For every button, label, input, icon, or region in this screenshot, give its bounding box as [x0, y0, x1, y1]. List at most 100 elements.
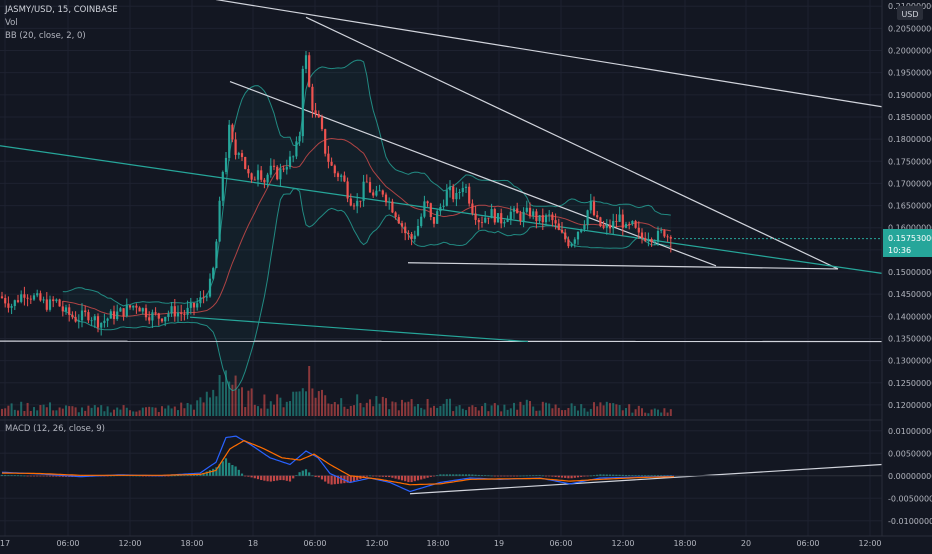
- candle-body: [647, 239, 649, 241]
- macd-histogram-bar: [20, 476, 22, 477]
- candle-body: [199, 297, 201, 303]
- macd-histogram-bar: [238, 470, 240, 476]
- macd-histogram-bar: [481, 475, 483, 476]
- macd-legend-label[interactable]: MACD (12, 26, close, 9): [5, 424, 105, 434]
- candle-body: [68, 307, 70, 314]
- volume-bar: [327, 404, 329, 416]
- volume-bar: [612, 403, 614, 416]
- candle-body: [190, 303, 192, 308]
- volume-bar: [135, 412, 137, 416]
- volume-bar: [244, 407, 246, 416]
- candle-body: [135, 306, 137, 308]
- symbol-title[interactable]: JASMY/USD, 15, COINBASE: [4, 5, 118, 15]
- volume-bar: [580, 404, 582, 416]
- macd-histogram-bar: [366, 476, 368, 477]
- volume-bar: [315, 398, 317, 416]
- volume-bar: [539, 411, 541, 416]
- macd-histogram-bar: [331, 476, 333, 485]
- macd-histogram-bar: [599, 474, 601, 475]
- time-tick-label: 12:00: [365, 539, 388, 548]
- macd-histogram-bar: [276, 476, 278, 481]
- macd-histogram-bar: [212, 469, 214, 476]
- price-tick-label: 0.19000000: [888, 91, 932, 100]
- candle-body: [628, 224, 630, 225]
- price-tick-label: 0.19500000: [888, 69, 932, 78]
- macd-histogram-bar: [302, 471, 304, 476]
- volume-bar: [417, 404, 419, 416]
- price-tick-label: 0.18000000: [888, 135, 932, 144]
- volume-bar: [590, 409, 592, 416]
- volume-bar: [414, 406, 416, 416]
- candle-body: [212, 268, 214, 279]
- candle-body: [622, 215, 624, 228]
- candle-body: [171, 306, 173, 313]
- candle-body: [548, 214, 550, 215]
- candle-body: [75, 317, 77, 321]
- macd-histogram-bar: [372, 476, 374, 477]
- candle-body: [62, 306, 64, 311]
- candle-body: [193, 303, 195, 307]
- volume-bar: [116, 408, 118, 416]
- macd-histogram-bar: [609, 475, 611, 476]
- macd-histogram-bar: [491, 476, 493, 477]
- volume-bar: [203, 402, 205, 416]
- macd-histogram-bar: [471, 475, 473, 476]
- macd-histogram-bar: [449, 474, 451, 475]
- volume-bar: [27, 403, 29, 416]
- bollinger-legend-label[interactable]: BB (20, close, 2, 0): [5, 31, 86, 41]
- price-tick-label: 0.14000000: [888, 312, 932, 321]
- price-tick-label: 0.16500000: [888, 202, 932, 211]
- macd-histogram-bar: [55, 476, 57, 477]
- candle-body: [71, 315, 73, 317]
- volume-bar: [14, 410, 16, 416]
- macd-histogram-bar: [500, 476, 502, 477]
- macd-histogram-bar: [39, 476, 41, 477]
- candle-body: [545, 215, 547, 222]
- volume-bar: [171, 408, 173, 416]
- candle-body: [187, 308, 189, 315]
- candle-body: [487, 218, 489, 219]
- macd-histogram-bar: [446, 474, 448, 475]
- candle-body: [599, 217, 601, 226]
- candle-body: [542, 215, 544, 222]
- macd-histogram-bar: [299, 472, 301, 476]
- macd-histogram-bar: [510, 476, 512, 477]
- candle-body: [452, 186, 454, 199]
- macd-histogram-bar: [529, 476, 531, 477]
- volume-bar: [631, 413, 633, 416]
- macd-histogram-bar: [462, 474, 464, 475]
- candle-body: [660, 230, 662, 231]
- macd-histogram-bar: [350, 476, 352, 482]
- volume-bar: [513, 403, 515, 416]
- candle-body: [638, 228, 640, 233]
- candle-body: [657, 231, 659, 242]
- candle-body: [625, 224, 627, 228]
- candle-body: [670, 237, 672, 239]
- volume-bar: [670, 409, 672, 416]
- candle-body: [433, 217, 435, 224]
- volume-bar: [113, 410, 115, 416]
- volume-bar: [132, 411, 134, 416]
- macd-histogram-bar: [644, 475, 646, 476]
- macd-histogram-bar: [388, 476, 390, 477]
- volume-bar: [340, 398, 342, 416]
- macd-histogram-bar: [443, 474, 445, 475]
- volume-bar: [4, 408, 6, 416]
- macd-histogram-bar: [628, 475, 630, 476]
- macd-histogram-bar: [577, 476, 579, 478]
- candle-body: [337, 173, 339, 177]
- macd-histogram-bar: [167, 476, 169, 477]
- macd-histogram-bar: [561, 476, 563, 478]
- volume-bar: [353, 405, 355, 416]
- macd-histogram-bar: [407, 476, 409, 482]
- candle-body: [203, 297, 205, 298]
- volume-bar: [126, 408, 128, 416]
- volume-bar: [190, 405, 192, 416]
- volume-bar: [475, 407, 477, 416]
- macd-histogram-bar: [423, 476, 425, 479]
- currency-badge: USD: [897, 6, 923, 20]
- candle-body: [635, 221, 637, 228]
- volume-legend-label[interactable]: Vol: [5, 18, 18, 28]
- volume-bar: [478, 410, 480, 416]
